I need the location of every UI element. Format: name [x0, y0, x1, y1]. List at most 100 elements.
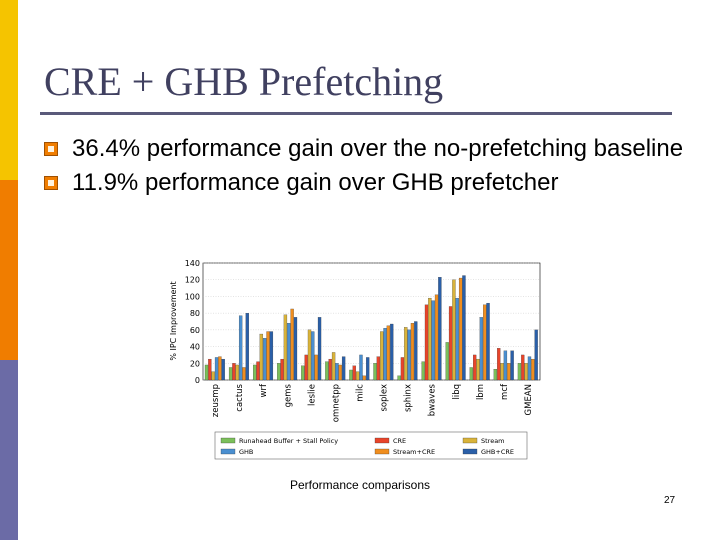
x-tick-label: soplex — [380, 384, 390, 412]
y-tick-label: 140 — [185, 259, 200, 268]
bullet-item: 36.4% performance gain over the no-prefe… — [44, 134, 694, 164]
bar — [325, 361, 329, 381]
bar — [366, 357, 370, 381]
legend-box — [214, 431, 528, 460]
bar — [486, 302, 490, 381]
bar — [452, 279, 456, 381]
bar — [404, 327, 408, 381]
bar — [434, 294, 439, 381]
bar — [266, 331, 270, 381]
bar — [253, 364, 257, 381]
bar — [341, 356, 346, 381]
bar — [500, 363, 504, 381]
bar — [277, 363, 281, 381]
ipc-improvement-chart: % IPC Improvement 0 20 40 60 80 100 120 140 zeu… — [169, 259, 541, 460]
bar — [373, 363, 377, 381]
bar — [349, 369, 353, 381]
x-tick-label: gems — [283, 383, 293, 407]
legend-swatch — [374, 448, 390, 455]
bar — [469, 367, 473, 381]
bullet-text: 11.9% performance gain over GHB prefetch… — [72, 169, 559, 196]
accent-bar-purple — [0, 360, 18, 540]
bar — [424, 304, 429, 381]
bar — [331, 352, 336, 381]
legend-swatch — [220, 448, 236, 455]
legend-label: CRE — [393, 437, 406, 445]
bar — [228, 367, 233, 381]
legend-label: GHB+CRE — [481, 448, 514, 456]
bar — [414, 321, 418, 381]
bar — [290, 308, 294, 381]
bar — [438, 277, 442, 381]
bar — [376, 356, 381, 381]
bar — [400, 357, 405, 381]
bar — [221, 358, 225, 381]
bar — [455, 297, 459, 381]
chart-caption: Performance comparisons — [289, 478, 431, 492]
bar — [242, 367, 246, 381]
slide-title: CRE + GHB Prefetching — [44, 59, 444, 104]
bar — [317, 317, 322, 381]
bar — [421, 361, 425, 381]
legend-swatch — [374, 437, 390, 444]
bar — [307, 329, 312, 381]
bar — [410, 323, 415, 381]
bullet-text: 36.4% performance gain over the no-prefe… — [72, 135, 684, 162]
bar — [211, 371, 215, 381]
accent-bar-orange — [0, 180, 18, 360]
y-tick-label: 120 — [185, 276, 200, 285]
bar — [479, 317, 483, 381]
bullet-item: 11.9% performance gain over GHB prefetch… — [44, 168, 694, 198]
bar — [534, 329, 538, 381]
bar — [517, 363, 522, 381]
x-tick-label: libq — [452, 384, 462, 400]
title-divider — [40, 112, 672, 115]
bar — [527, 356, 532, 381]
bar — [510, 350, 514, 381]
bar — [263, 338, 267, 381]
bar — [386, 325, 391, 381]
legend-label: Runahead Buffer + Stall Policy — [239, 437, 338, 445]
bar — [445, 342, 449, 381]
bar — [383, 328, 387, 381]
legend-swatch — [462, 448, 478, 455]
bar — [287, 323, 291, 381]
bullet-square-icon — [44, 142, 58, 156]
y-tick-label: 40 — [190, 343, 200, 352]
bar — [293, 317, 298, 381]
bar — [507, 363, 511, 381]
y-tick-label: 20 — [190, 359, 200, 368]
bar — [473, 354, 477, 381]
bar — [355, 371, 360, 381]
x-tick-label: sphinx — [404, 384, 414, 412]
y-tick-label: 0 — [195, 376, 200, 385]
legend-swatch — [462, 437, 478, 444]
bar — [256, 361, 260, 381]
bar — [359, 354, 363, 381]
bar — [214, 357, 219, 381]
bar — [204, 364, 209, 381]
legend-label: Stream — [481, 437, 505, 445]
bar — [428, 297, 432, 381]
bar — [448, 306, 453, 381]
bar — [483, 304, 487, 381]
bar — [259, 333, 264, 381]
y-tick-label: 60 — [190, 326, 200, 335]
bar — [397, 375, 401, 381]
x-tick-label: milc — [355, 384, 365, 402]
bar — [314, 354, 318, 381]
bar — [476, 358, 480, 381]
bar — [338, 364, 342, 381]
bar — [301, 365, 305, 381]
bar — [245, 313, 249, 381]
bar — [493, 369, 498, 381]
bar — [311, 331, 315, 381]
bar — [380, 331, 384, 381]
bar — [521, 354, 525, 381]
accent-bar-yellow — [0, 0, 18, 180]
legend-label: GHB — [239, 448, 253, 456]
bar — [352, 365, 356, 381]
bar — [362, 375, 366, 381]
y-axis-label: % IPC Improvement — [169, 281, 178, 360]
bar — [235, 364, 239, 381]
